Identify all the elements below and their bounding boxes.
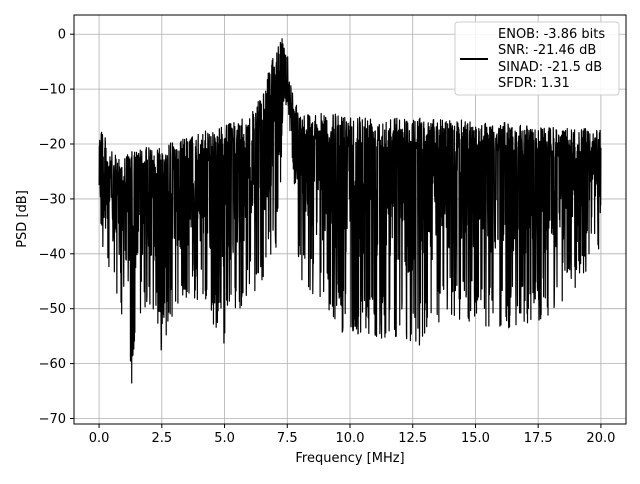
legend-snr: SNR: -21.46 dB: [498, 43, 596, 58]
y-tick-label: −20: [39, 138, 66, 153]
x-tick-label: 0.0: [89, 431, 110, 446]
y-tick-label: 0: [58, 28, 66, 43]
x-tick-label: 15.0: [461, 431, 490, 446]
y-tick-label: −60: [39, 357, 66, 372]
psd-series-line: [98, 38, 602, 384]
legend-sfdr: SFDR: 1.31: [498, 76, 570, 91]
x-tick-label: 10.0: [336, 431, 365, 446]
x-tick-label: 20.0: [586, 431, 615, 446]
x-tick-label: 17.5: [524, 431, 553, 446]
y-tick-label: −10: [39, 83, 66, 98]
x-tick-label: 5.0: [214, 431, 235, 446]
psd-series: [98, 38, 602, 384]
legend-sinad: SINAD: -21.5 dB: [498, 60, 602, 75]
y-tick-label: −70: [39, 412, 66, 427]
x-tick-label: 2.5: [151, 431, 172, 446]
y-tick-label: −50: [39, 302, 66, 317]
y-tick-label: −30: [39, 192, 66, 207]
x-tick-label: 12.5: [398, 431, 427, 446]
legend: ENOB: -3.86 bits SNR: -21.46 dB SINAD: -…: [454, 21, 620, 96]
axis-ticks: 0.0 2.5 5.0 7.5 10.0 12.5 15.0 17.5 20.0 0 −10 −20 −…: [39, 28, 616, 446]
y-tick-label: −40: [39, 247, 66, 262]
x-axis-label: Frequency [MHz]: [295, 451, 404, 466]
legend-enob: ENOB: -3.86 bits: [498, 27, 605, 42]
legend-box: [454, 21, 620, 96]
x-tick-label: 7.5: [277, 431, 298, 446]
y-axis-label: PSD [dB]: [15, 190, 30, 248]
